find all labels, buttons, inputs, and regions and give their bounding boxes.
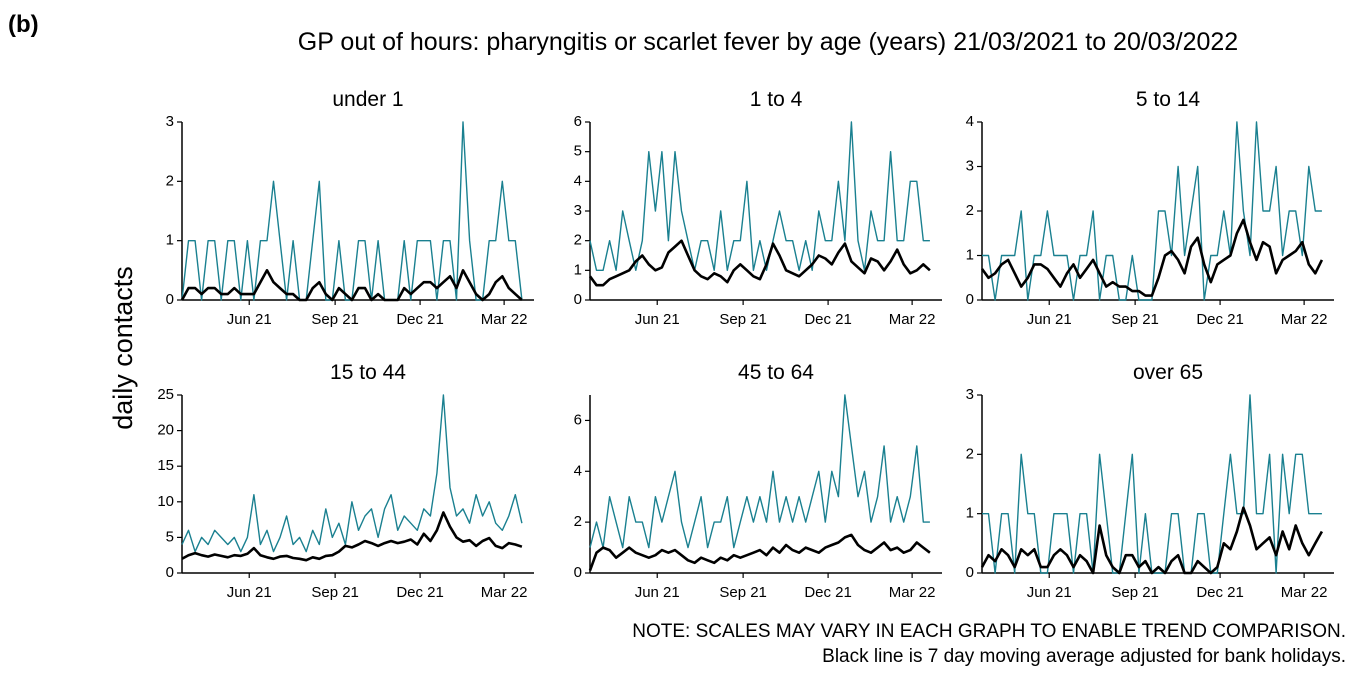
y-tick-label: 4 bbox=[966, 113, 974, 130]
y-tick-label: 1 bbox=[966, 246, 974, 263]
y-tick-label: 5 bbox=[574, 143, 582, 160]
y-tick-label: 25 bbox=[157, 386, 174, 403]
x-tick-label: Jun 21 bbox=[227, 584, 272, 601]
daily-line bbox=[181, 394, 523, 553]
y-tick-label: 4 bbox=[574, 172, 582, 189]
daily-line bbox=[589, 394, 930, 549]
x-tick-label: Dec 21 bbox=[804, 311, 852, 328]
y-axis-label: daily contacts bbox=[108, 266, 138, 430]
x-tick-label: Dec 21 bbox=[804, 584, 852, 601]
panel-label: (b) bbox=[8, 11, 39, 38]
x-tick-label: Mar 22 bbox=[889, 311, 936, 328]
chart-title: GP out of hours: pharyngitis or scarlet … bbox=[298, 28, 1238, 56]
y-tick-label: 0 bbox=[574, 291, 582, 308]
y-tick-label: 0 bbox=[166, 291, 174, 308]
daily-line bbox=[982, 394, 1322, 574]
y-tick-label: 0 bbox=[966, 564, 974, 581]
moving-average-line bbox=[180, 269, 523, 302]
panel-title: 15 to 44 bbox=[330, 361, 406, 384]
note: Black line is 7 day moving average adjus… bbox=[822, 646, 1346, 667]
y-tick-label: 2 bbox=[166, 172, 174, 189]
panel-title: over 65 bbox=[1133, 361, 1203, 384]
y-tick-label: 15 bbox=[157, 457, 174, 474]
y-tick-label: 3 bbox=[166, 113, 174, 130]
x-tick-label: Mar 22 bbox=[481, 584, 528, 601]
x-tick-label: Sep 21 bbox=[311, 311, 359, 328]
panel-title: under 1 bbox=[332, 88, 403, 111]
x-tick-label: Mar 22 bbox=[1281, 311, 1328, 328]
y-tick-label: 1 bbox=[574, 261, 582, 278]
y-tick-label: 2 bbox=[966, 445, 974, 462]
x-tick-label: Dec 21 bbox=[396, 311, 444, 328]
moving-average-line bbox=[980, 218, 1324, 297]
y-tick-label: 0 bbox=[166, 564, 174, 581]
y-tick-label: 1 bbox=[166, 232, 174, 249]
y-tick-label: 0 bbox=[574, 564, 582, 581]
x-tick-label: Jun 21 bbox=[1027, 584, 1072, 601]
note: NOTE: SCALES MAY VARY IN EACH GRAPH TO E… bbox=[632, 621, 1346, 642]
panel-title: 1 to 4 bbox=[750, 88, 803, 111]
y-tick-label: 2 bbox=[574, 513, 582, 530]
panel-title: 5 to 14 bbox=[1136, 88, 1201, 111]
x-tick-label: Mar 22 bbox=[1281, 584, 1328, 601]
moving-average-line bbox=[980, 506, 1324, 575]
y-tick-label: 20 bbox=[157, 422, 174, 439]
daily-line bbox=[589, 121, 930, 271]
y-tick-label: 6 bbox=[574, 113, 582, 130]
y-tick-label: 10 bbox=[157, 493, 174, 510]
x-tick-label: Sep 21 bbox=[311, 584, 359, 601]
daily-line bbox=[181, 121, 523, 301]
x-tick-label: Jun 21 bbox=[635, 311, 680, 328]
x-tick-label: Sep 21 bbox=[719, 311, 767, 328]
x-tick-label: Sep 21 bbox=[1111, 584, 1159, 601]
y-tick-label: 1 bbox=[966, 505, 974, 522]
x-tick-label: Sep 21 bbox=[719, 584, 767, 601]
y-tick-label: 6 bbox=[574, 411, 582, 428]
y-tick-label: 4 bbox=[574, 462, 582, 479]
y-tick-label: 0 bbox=[966, 291, 974, 308]
x-tick-label: Jun 21 bbox=[635, 584, 680, 601]
y-tick-label: 3 bbox=[574, 202, 582, 219]
x-tick-label: Mar 22 bbox=[889, 584, 936, 601]
x-tick-label: Jun 21 bbox=[1027, 311, 1072, 328]
daily-line bbox=[982, 121, 1322, 301]
panel-title: 45 to 64 bbox=[738, 361, 814, 384]
x-tick-label: Mar 22 bbox=[481, 311, 528, 328]
x-tick-label: Dec 21 bbox=[396, 584, 444, 601]
x-tick-label: Dec 21 bbox=[1196, 584, 1244, 601]
moving-average-line bbox=[588, 239, 931, 287]
y-tick-label: 2 bbox=[966, 202, 974, 219]
x-tick-label: Dec 21 bbox=[1196, 311, 1244, 328]
y-tick-label: 5 bbox=[166, 528, 174, 545]
y-tick-label: 2 bbox=[574, 232, 582, 249]
x-tick-label: Sep 21 bbox=[1111, 311, 1159, 328]
moving-average-line bbox=[588, 533, 931, 571]
x-tick-label: Jun 21 bbox=[227, 311, 272, 328]
moving-average-line bbox=[181, 511, 523, 562]
y-tick-label: 3 bbox=[966, 157, 974, 174]
y-tick-label: 3 bbox=[966, 386, 974, 403]
